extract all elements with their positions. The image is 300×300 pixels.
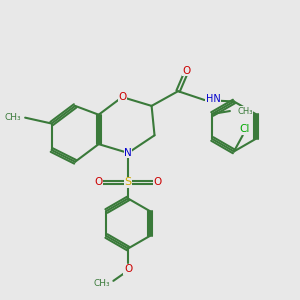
Text: CH₃: CH₃ — [4, 113, 21, 122]
Text: O: O — [183, 66, 191, 76]
Text: Cl: Cl — [239, 124, 249, 134]
Text: O: O — [118, 92, 126, 102]
Text: N: N — [124, 148, 132, 158]
Text: S: S — [124, 177, 132, 187]
Text: CH₃: CH₃ — [237, 106, 253, 116]
Text: CH₃: CH₃ — [94, 279, 110, 288]
Text: O: O — [124, 264, 132, 274]
Text: HN: HN — [206, 94, 221, 103]
Text: O: O — [94, 177, 103, 187]
Text: O: O — [153, 177, 162, 187]
